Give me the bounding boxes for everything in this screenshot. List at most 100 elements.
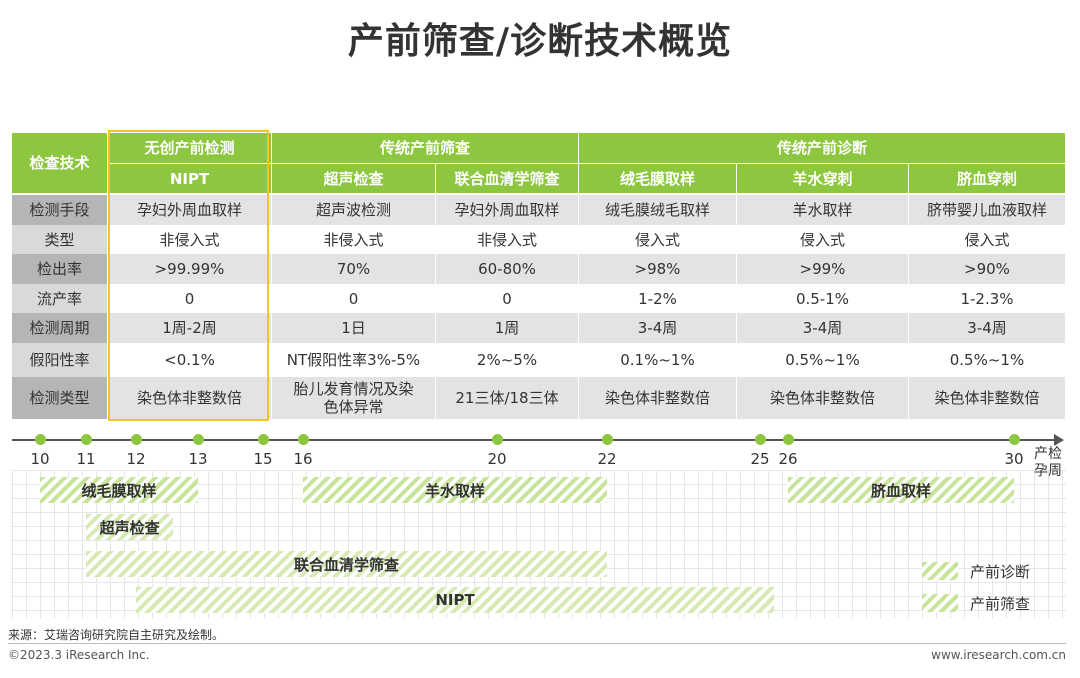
timeline-dot xyxy=(258,434,269,445)
copyright-text: ©2023.3 iResearch Inc. xyxy=(8,648,150,662)
timeline-dot xyxy=(81,434,92,445)
timeline-dot xyxy=(35,434,46,445)
timeline-bar: NIPT xyxy=(136,587,774,613)
group-header-noninvasive: 无创产前检测 xyxy=(108,133,272,163)
table-cell: 1-2% xyxy=(579,284,737,313)
technique-header: 绒毛膜取样 xyxy=(579,163,737,193)
table-cell: 孕妇外周血取样 xyxy=(436,195,579,225)
table-cell: 染色体非整数倍 xyxy=(737,377,909,419)
table-cell: 绒毛膜绒毛取样 xyxy=(579,195,737,225)
table-cell: >99.99% xyxy=(108,254,272,284)
tick-label: 26 xyxy=(778,450,798,468)
row-label: 检测类型 xyxy=(12,377,108,419)
axis-label-line1: 产检 xyxy=(1034,446,1062,462)
timeline-dot xyxy=(755,434,766,445)
technique-header: NIPT xyxy=(108,163,272,193)
axis-label: 产检 孕周 xyxy=(1034,446,1062,480)
tick-label: 20 xyxy=(487,450,507,468)
row-label: 检出率 xyxy=(12,254,108,284)
footer-divider xyxy=(8,643,1066,644)
table-cell: 1日 xyxy=(272,313,436,343)
table-cell: 染色体非整数倍 xyxy=(108,377,272,419)
table-cell: 侵入式 xyxy=(737,225,909,254)
timeline-bar: 联合血清学筛查 xyxy=(86,551,607,577)
axis-label-line2: 孕周 xyxy=(1034,463,1062,479)
timeline-bar: 超声检查 xyxy=(86,514,174,540)
timeline-dot xyxy=(193,434,204,445)
timeline-bar-label: 超声检查 xyxy=(99,518,160,537)
tick-label: 13 xyxy=(188,450,208,468)
table-cell: 0 xyxy=(272,284,436,313)
tick-label: 25 xyxy=(750,450,770,468)
table-cell: 0 xyxy=(436,284,579,313)
table-cell: 1周-2周 xyxy=(108,313,272,343)
table-cell: 1-2.3% xyxy=(909,284,1066,313)
timeline-bar: 脐血取样 xyxy=(788,477,1014,503)
corner-header: 检查技术 xyxy=(12,133,108,193)
tick-label: 30 xyxy=(1004,450,1024,468)
legend-screening-label: 产前筛查 xyxy=(970,595,1031,613)
source-note: 来源：艾瑞咨询研究院自主研究及绘制。 xyxy=(8,628,225,642)
table-cell: 脐带婴儿血液取样 xyxy=(909,195,1066,225)
legend-screening-swatch xyxy=(922,594,958,612)
table-cell: 侵入式 xyxy=(579,225,737,254)
table-cell: 0.5%~1% xyxy=(737,343,909,377)
row-label: 检测手段 xyxy=(12,195,108,225)
table-cell: 染色体非整数倍 xyxy=(909,377,1066,419)
tick-label: 10 xyxy=(30,450,50,468)
timeline-bar-label: 羊水取样 xyxy=(424,481,485,500)
timeline-dot xyxy=(131,434,142,445)
row-label: 假阳性率 xyxy=(12,343,108,377)
tick-label: 15 xyxy=(253,450,273,468)
table-cell: 3-4周 xyxy=(579,313,737,343)
table-cell: 侵入式 xyxy=(909,225,1066,254)
table-cell: 21三体/18三体 xyxy=(436,377,579,419)
table-cell: >98% xyxy=(579,254,737,284)
website-text: www.iresearch.com.cn xyxy=(931,648,1066,662)
technique-header: 联合血清学筛查 xyxy=(436,163,579,193)
tick-label: 12 xyxy=(126,450,146,468)
table-cell: <0.1% xyxy=(108,343,272,377)
tick-label: 22 xyxy=(597,450,617,468)
group-header-screening: 传统产前筛查 xyxy=(272,133,579,163)
table-cell: 染色体非整数倍 xyxy=(579,377,737,419)
technique-header: 超声检查 xyxy=(272,163,436,193)
table-cell: NT假阳性率3%-5% xyxy=(272,343,436,377)
table-cell: 0.5-1% xyxy=(737,284,909,313)
table-cell: 0.1%~1% xyxy=(579,343,737,377)
table-cell: 0.5%~1% xyxy=(909,343,1066,377)
axis-arrow-icon xyxy=(1054,434,1064,446)
technique-header: 羊水穿刺 xyxy=(737,163,909,193)
table-cell: 羊水取样 xyxy=(737,195,909,225)
timeline-bar-label: NIPT xyxy=(435,591,475,609)
table-cell: 非侵入式 xyxy=(108,225,272,254)
table-cell: 3-4周 xyxy=(737,313,909,343)
timeline-axis xyxy=(12,439,1056,441)
table-cell: 非侵入式 xyxy=(272,225,436,254)
timeline-bar-label: 绒毛膜取样 xyxy=(81,481,157,500)
timeline-dot xyxy=(602,434,613,445)
timeline-dot xyxy=(1009,434,1020,445)
timeline-bar: 绒毛膜取样 xyxy=(40,477,198,503)
table-cell: 超声波检测 xyxy=(272,195,436,225)
technique-header: 脐血穿刺 xyxy=(909,163,1066,193)
tick-label: 11 xyxy=(76,450,96,468)
table-cell: 3-4周 xyxy=(909,313,1066,343)
table-cell: 胎儿发育情况及染色体异常 xyxy=(272,377,436,419)
tick-label: 16 xyxy=(293,450,313,468)
timeline-bar-label: 联合血清学筛查 xyxy=(293,555,399,574)
timeline-dot xyxy=(492,434,503,445)
table-cell: 非侵入式 xyxy=(436,225,579,254)
table-cell: 1周 xyxy=(436,313,579,343)
table-cell: 0 xyxy=(108,284,272,313)
timeline-bar-label: 脐血取样 xyxy=(870,481,931,500)
row-label: 流产率 xyxy=(12,284,108,313)
table-cell: >99% xyxy=(737,254,909,284)
table-cell: 孕妇外周血取样 xyxy=(108,195,272,225)
legend-diagnosis-swatch xyxy=(922,562,958,580)
row-label: 类型 xyxy=(12,225,108,254)
group-header-diagnosis: 传统产前诊断 xyxy=(579,133,1066,163)
table-cell: 60-80% xyxy=(436,254,579,284)
table-cell: 2%~5% xyxy=(436,343,579,377)
timeline-dot xyxy=(783,434,794,445)
